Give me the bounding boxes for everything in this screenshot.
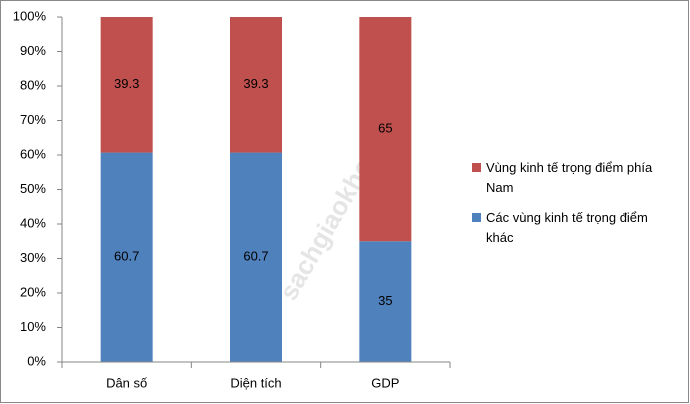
legend-swatch <box>472 163 481 172</box>
y-tick-label: 70% <box>20 112 46 127</box>
x-tick-label: Dân số <box>106 375 147 390</box>
y-tick-label: 40% <box>20 215 46 230</box>
legend-swatch <box>472 213 481 222</box>
legend-entry: Vùng kinh tế trọng điểm phía Nam <box>486 160 653 195</box>
y-tick-label: 90% <box>20 43 46 58</box>
data-label: 39.3 <box>114 76 139 91</box>
data-label: 65 <box>378 121 392 136</box>
bar-segment <box>230 17 282 153</box>
legend-entry: Các vùng kinh tế trọng điểm khác <box>486 210 648 245</box>
y-tick-label: 10% <box>20 319 46 334</box>
bar-segment <box>100 17 153 153</box>
bar-segment <box>359 241 412 362</box>
data-label: 60.7 <box>243 249 268 264</box>
x-tick-label: Diện tích <box>230 375 281 390</box>
bar-segment <box>230 152 282 362</box>
y-tick-label: 60% <box>20 146 46 161</box>
bar-segment <box>359 17 412 242</box>
y-tick-label: 30% <box>20 250 46 265</box>
x-tick-label: GDP <box>371 375 399 390</box>
y-tick-label: 50% <box>20 181 46 196</box>
y-tick-label: 100% <box>13 8 47 23</box>
y-tick-label: 0% <box>27 353 46 368</box>
data-label: 35 <box>378 293 392 308</box>
bar-segment <box>100 152 153 362</box>
y-tick-label: 20% <box>20 284 46 299</box>
legend-label: Các vùng kinh tế trọng điểm khác <box>486 210 648 245</box>
y-tick-label: 80% <box>20 77 46 92</box>
data-label: 39.3 <box>243 76 268 91</box>
data-label: 60.7 <box>114 249 139 264</box>
legend-label: Vùng kinh tế trọng điểm phía Nam <box>486 160 653 195</box>
